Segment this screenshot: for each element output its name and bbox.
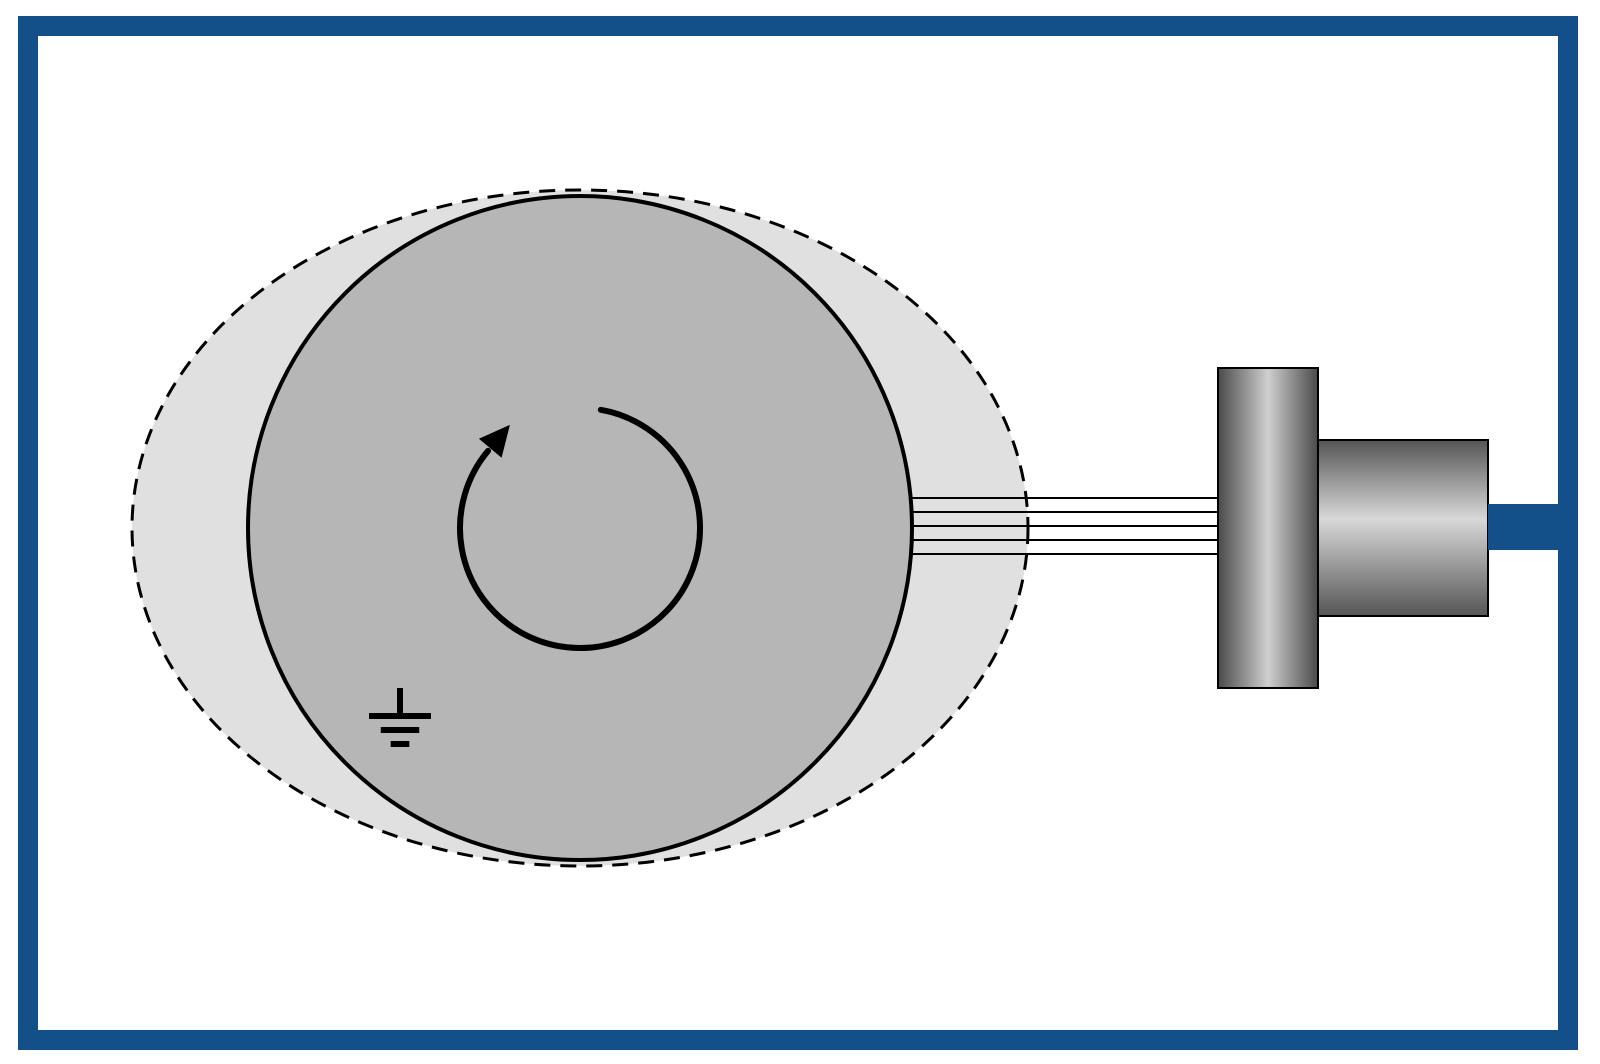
- connector-flange: [1218, 368, 1318, 688]
- connector-shaft: [1318, 440, 1488, 616]
- diagram-svg: [0, 0, 1600, 1064]
- rotor-circle: [248, 196, 912, 860]
- connector-output-stub: [1488, 504, 1558, 550]
